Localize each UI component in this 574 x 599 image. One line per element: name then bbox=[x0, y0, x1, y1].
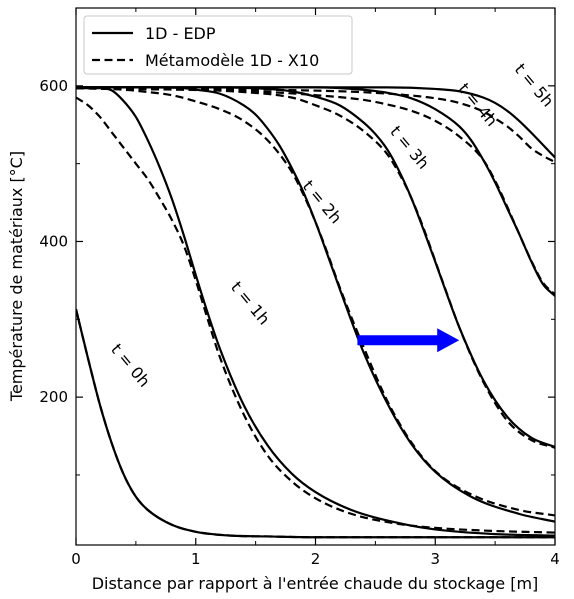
edp-curve-3 bbox=[76, 86, 555, 448]
legend-item-metamodel: Métamodèle 1D - X10 bbox=[145, 51, 319, 70]
axis-ticks: 0 1 2 3 4 200 400 600 bbox=[39, 7, 560, 568]
curve-label-1: t = 1h bbox=[227, 278, 274, 329]
curve-label-4: t = 4h bbox=[455, 79, 502, 130]
time-direction-arrow bbox=[357, 328, 460, 353]
y-axis-label: Température de matériaux [°C] bbox=[7, 151, 26, 402]
metamodel-curve-2 bbox=[76, 87, 555, 517]
x-tick-label: 3 bbox=[430, 550, 440, 568]
x-tick-label: 0 bbox=[71, 550, 81, 568]
legend: 1D - EDP Métamodèle 1D - X10 bbox=[83, 15, 353, 75]
edp-curve-5 bbox=[76, 86, 555, 159]
curve-label-0: t = 0h bbox=[107, 340, 154, 391]
arrow-right-icon bbox=[357, 328, 460, 353]
plot-frame bbox=[75, 7, 556, 546]
x-tick-label: 4 bbox=[550, 550, 560, 568]
edp-curve-1 bbox=[76, 87, 555, 537]
edp-curve-2 bbox=[76, 86, 555, 523]
legend-box bbox=[83, 15, 353, 75]
x-tick-label: 1 bbox=[191, 550, 201, 568]
y-tick-label: 400 bbox=[39, 232, 68, 250]
x-tick-label: 2 bbox=[311, 550, 321, 568]
metamodel-curve-1 bbox=[76, 96, 555, 534]
y-tick-label: 200 bbox=[39, 388, 68, 406]
metamodel-curve-5 bbox=[76, 87, 555, 164]
metamodel-curve-3 bbox=[76, 87, 555, 449]
metamodel-curve-0 bbox=[76, 308, 555, 539]
x-axis-label: Distance par rapport à l'entrée chaude d… bbox=[92, 574, 539, 593]
curve-label-5: t = 5h bbox=[511, 60, 558, 111]
edp-curve-4 bbox=[76, 86, 555, 297]
y-tick-label: 600 bbox=[39, 77, 68, 95]
series-layer bbox=[76, 86, 555, 539]
legend-item-edp: 1D - EDP bbox=[145, 24, 216, 43]
